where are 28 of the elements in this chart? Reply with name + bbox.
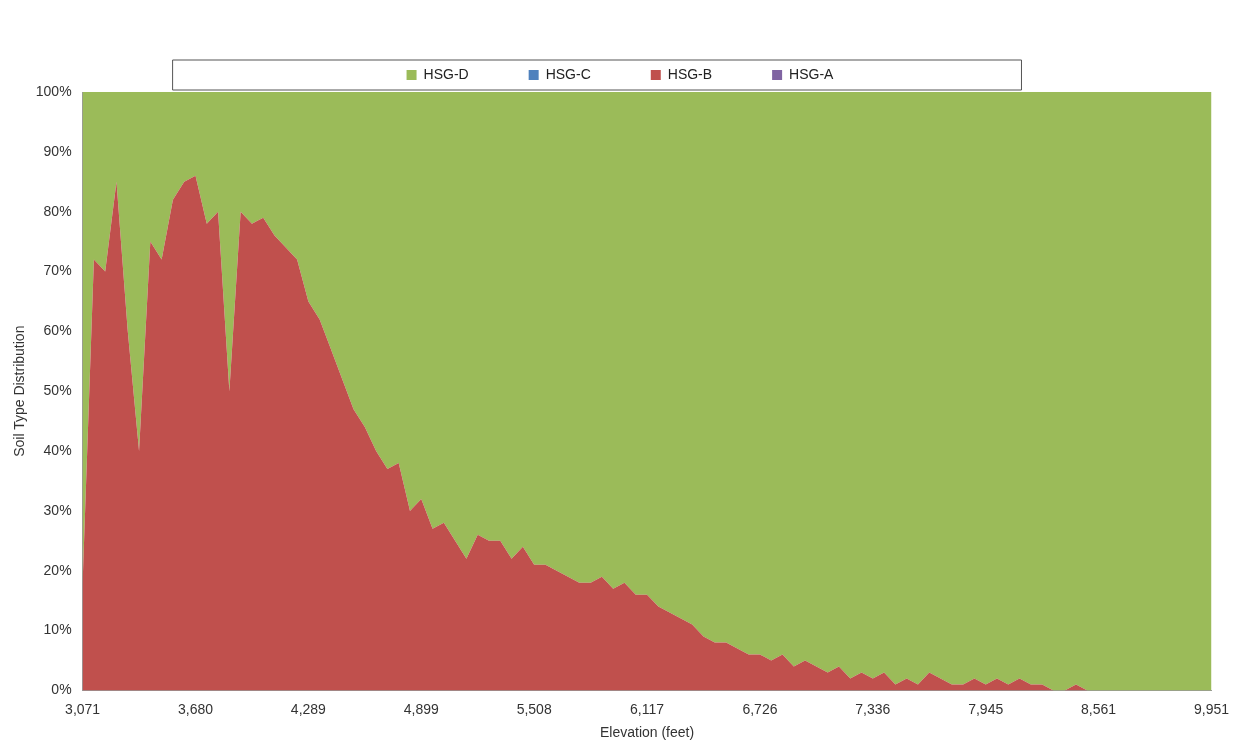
x-axis-title: Elevation (feet) (599, 724, 695, 741)
x-tick-label: 4,899 (403, 700, 439, 717)
x-tick-label: 6,117 (630, 700, 665, 717)
legend-label: HSG-A (789, 65, 835, 82)
legend-label: HSG-C (545, 65, 591, 82)
x-tick-label: 4,289 (290, 700, 327, 717)
y-tick-label: 0% (51, 681, 72, 698)
y-tick-label: 80% (43, 202, 72, 219)
y-tick-label: 40% (43, 441, 72, 458)
y-axis-title: Soil Type Distribution (11, 325, 28, 457)
x-tick-label: 9,951 (1193, 700, 1230, 717)
y-tick-label: 90% (43, 142, 72, 159)
y-tick-label: 100% (35, 82, 72, 99)
x-tick-label: 8,561 (1081, 700, 1117, 717)
x-tick-label: 3,071 (65, 700, 101, 717)
y-tick-label: 60% (43, 322, 72, 339)
x-tick-label: 5,508 (516, 700, 552, 717)
legend-label: HSG-D (423, 65, 469, 82)
x-tick-label: 7,945 (968, 700, 1004, 717)
x-tick-label: 3,680 (177, 700, 214, 717)
y-tick-label: 70% (43, 262, 72, 279)
y-tick-label: 10% (43, 621, 72, 638)
legend-label: HSG-B (667, 65, 713, 82)
y-tick-label: 30% (43, 501, 72, 518)
x-tick-label: 6,726 (742, 700, 778, 717)
y-tick-label: 50% (43, 382, 72, 399)
x-tick-label: 7,336 (855, 700, 891, 717)
y-tick-label: 20% (43, 561, 72, 578)
